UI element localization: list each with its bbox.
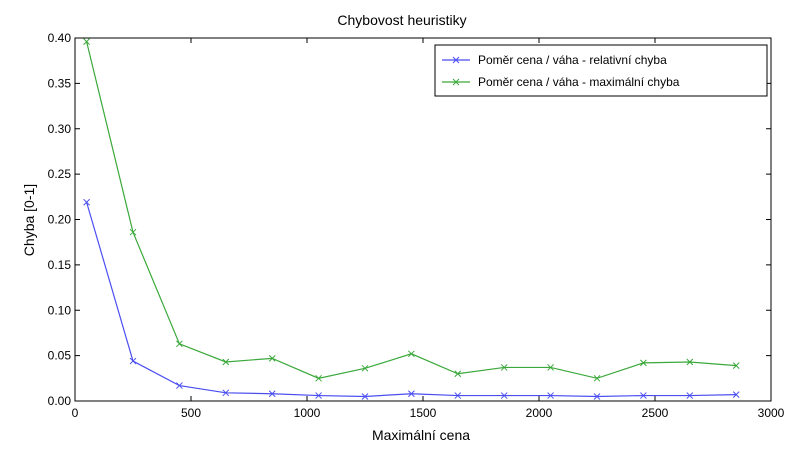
data-point: [732, 391, 740, 399]
data-point: [176, 382, 183, 389]
x-tick-label: 500: [181, 406, 201, 420]
data-point: [686, 392, 694, 399]
data-point: [454, 370, 462, 378]
series-1: [83, 38, 740, 382]
data-point: [408, 350, 415, 358]
data-point: [361, 393, 369, 400]
y-tick-label: 0.35: [48, 76, 72, 90]
y-tick-label: 0.10: [48, 303, 72, 317]
y-tick-label: 0.20: [48, 213, 72, 227]
y-tick-label: 0.05: [48, 349, 72, 363]
data-point: [500, 392, 508, 399]
y-tick-label: 0.40: [48, 31, 72, 45]
data-point: [640, 392, 647, 399]
data-point: [640, 359, 647, 367]
series-0: [83, 198, 740, 400]
data-point: [408, 390, 415, 398]
data-point: [686, 358, 694, 366]
y-tick-label: 0.00: [48, 394, 72, 408]
data-point: [454, 392, 462, 399]
legend-entry: Poměr cena / váha - relativní chyba: [442, 53, 667, 67]
legend-box: [434, 44, 768, 97]
data-point: [315, 374, 322, 382]
data-point: [547, 392, 554, 399]
x-tick-label: 2500: [642, 406, 669, 420]
x-axis-label: Maximální cena: [372, 427, 470, 443]
y-tick-label: 0.30: [48, 122, 72, 136]
plot-frame: [74, 37, 772, 402]
y-tick-label: 0.25: [48, 167, 72, 181]
x-tick-label: 0: [72, 406, 79, 420]
x-tick-label: 1500: [410, 406, 437, 420]
data-point: [547, 364, 554, 371]
data-point: [129, 228, 137, 236]
legend-entries: Poměr cena / váha - relativní chyba Poměr…: [442, 53, 680, 89]
data-point: [268, 390, 276, 398]
data-point: [83, 198, 90, 206]
data-point: [222, 389, 230, 397]
chart-title: Chybovost heuristiky: [337, 12, 466, 28]
data-point: [593, 393, 601, 400]
legend: Poměr cena / váha - relativní chyba Poměr…: [434, 44, 768, 97]
data-point: [315, 392, 322, 399]
x-tick-label: 3000: [758, 406, 785, 420]
x-tick-label: 1000: [294, 406, 321, 420]
tick-layer: 0 500 1000 1500 2000 2500 3000 0.00 0.05 0.10 0.15…: [48, 31, 785, 420]
legend-marker: [452, 78, 460, 86]
legend-label: Poměr cena / váha - relativní chyba: [478, 53, 667, 67]
data-point: [732, 362, 740, 369]
data-point: [500, 364, 508, 371]
data-point: [176, 340, 183, 348]
x-tick-label: 2000: [526, 406, 553, 420]
data-point: [129, 357, 137, 365]
data-point: [268, 354, 276, 362]
legend-marker: [452, 56, 460, 64]
legend-label: Poměr cena / váha - maximální chyba: [478, 75, 680, 89]
series-line: [86, 202, 737, 398]
y-tick-label: 0.15: [48, 258, 72, 272]
series-layer: [83, 38, 740, 400]
data-point: [83, 38, 90, 45]
data-point: [593, 374, 601, 382]
data-point: [222, 358, 230, 366]
data-point: [361, 364, 369, 372]
legend-entry: Poměr cena / váha - maximální chyba: [442, 75, 680, 89]
y-axis-label: Chyba [0-1]: [21, 184, 37, 256]
